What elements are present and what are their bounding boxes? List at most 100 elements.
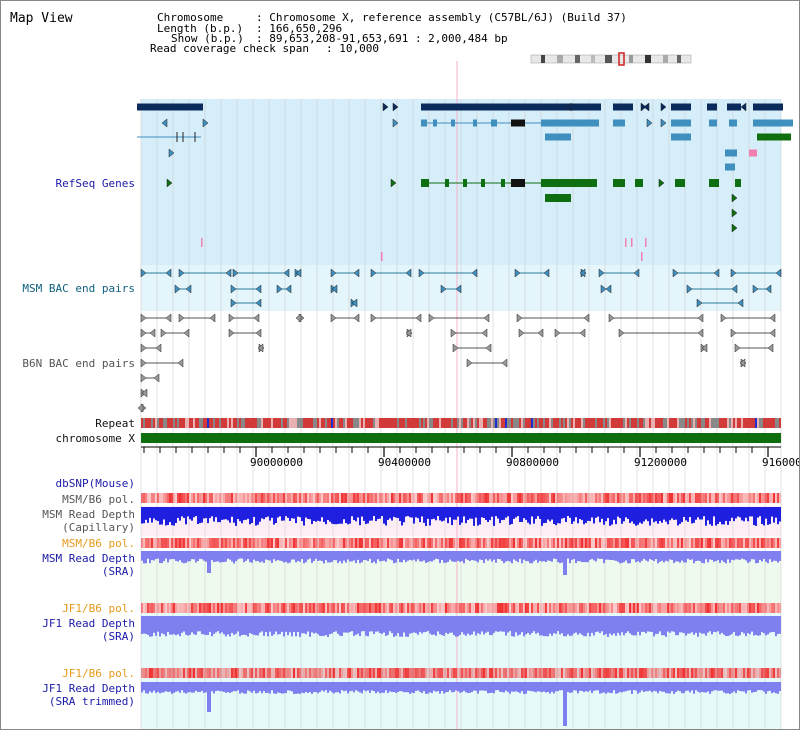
polymorphism-mark <box>679 603 681 613</box>
track-label-chromosome[interactable]: chromosome X <box>55 432 135 445</box>
track-label-jf1-pol-2[interactable]: JF1/B6 pol. <box>62 667 135 680</box>
track-label-b6n-bac[interactable]: B6N BAC end pairs <box>22 357 135 370</box>
track-label-jf1-depth-trimmed[interactable]: JF1 Read Depth (SRA trimmed) <box>42 682 135 708</box>
polymorphism-mark <box>485 538 487 548</box>
read-depth-bar <box>283 551 285 563</box>
polymorphism-mark <box>459 603 461 613</box>
read-depth-bar <box>221 507 223 520</box>
polymorphism-mark <box>263 538 265 548</box>
read-depth-bar <box>235 507 237 526</box>
polymorphism-mark <box>195 538 197 548</box>
polymorphism-mark <box>499 493 501 503</box>
polymorphism-mark <box>277 493 279 503</box>
polymorphism-mark <box>257 668 259 678</box>
polymorphism-mark <box>491 668 493 678</box>
repeat-mark <box>311 418 313 428</box>
repeat-mark <box>281 418 283 428</box>
read-depth-bar <box>475 507 477 518</box>
read-depth-bar <box>407 616 409 637</box>
read-depth-bar <box>345 616 347 633</box>
length-value: : 166,650,296 <box>256 22 343 35</box>
polymorphism-mark <box>461 668 463 678</box>
read-depth-bar <box>321 682 323 691</box>
track-label-jf1-pol[interactable]: JF1/B6 pol. <box>62 602 135 615</box>
repeat-mark <box>537 418 539 428</box>
track-label-refseq-genes[interactable]: RefSeq Genes <box>55 177 135 190</box>
read-depth-bar <box>625 616 627 634</box>
read-depth-bar <box>311 616 313 633</box>
polymorphism-mark <box>721 603 723 613</box>
strand-arrow <box>276 284 283 294</box>
read-depth-bar <box>323 682 325 692</box>
repeat-mark <box>477 418 479 428</box>
polymorphism-mark <box>763 493 765 503</box>
repeat-mark <box>225 418 227 428</box>
read-depth-bar <box>345 551 347 563</box>
repeat-mark <box>205 418 207 428</box>
repeat-mark <box>753 418 755 428</box>
polymorphism-mark <box>211 668 213 678</box>
track-label-msm-depth-sra[interactable]: MSM Read Depth (SRA) <box>42 552 135 578</box>
track-label-repeat[interactable]: Repeat <box>95 417 135 430</box>
read-depth-bar <box>435 551 437 559</box>
read-depth-bar <box>435 507 437 521</box>
read-depth-bar <box>645 616 647 634</box>
read-depth-bar <box>231 507 233 517</box>
read-depth-bar <box>707 682 709 692</box>
repeat-mark <box>495 418 497 428</box>
polymorphism-mark <box>145 493 147 503</box>
track-label-jf1-depth-sra[interactable]: JF1 Read Depth (SRA) <box>42 617 135 643</box>
read-depth-bar <box>391 616 393 634</box>
read-depth-bar <box>723 616 725 635</box>
polymorphism-mark <box>225 493 227 503</box>
polymorphism-mark <box>243 668 245 678</box>
track-label-msm-pol-2[interactable]: MSM/B6 pol. <box>62 537 135 550</box>
polymorphism-mark <box>159 493 161 503</box>
polymorphism-mark <box>269 668 271 678</box>
read-depth-bar <box>699 682 701 693</box>
read-depth-bar <box>539 507 541 519</box>
read-depth-bar <box>383 551 385 561</box>
read-depth-bar <box>467 682 469 693</box>
polymorphism-mark <box>457 603 459 613</box>
polymorphism-mark <box>635 668 637 678</box>
polymorphism-mark <box>245 538 247 548</box>
polymorphism-mark <box>289 668 291 678</box>
read-depth-bar <box>161 551 163 564</box>
read-depth-bar <box>209 682 211 712</box>
read-depth-bar <box>499 616 501 632</box>
polymorphism-mark <box>257 493 259 503</box>
polymorphism-mark <box>187 493 189 503</box>
track-label-msm-depth-capillary[interactable]: MSM Read Depth (Capillary) <box>42 508 135 534</box>
read-depth-bar <box>669 551 671 560</box>
read-depth-bar <box>237 616 239 632</box>
read-depth-bar <box>611 682 613 694</box>
read-depth-bar <box>161 682 163 693</box>
read-depth-bar <box>411 616 413 634</box>
polymorphism-mark <box>337 668 339 678</box>
track-label-dbsnp[interactable]: dbSNP(Mouse) <box>55 477 135 490</box>
polymorphism-mark <box>617 668 619 678</box>
read-depth-bar <box>187 682 189 693</box>
read-depth-bar <box>365 682 367 692</box>
strand-arrow <box>775 268 782 278</box>
track-label-msm-pol[interactable]: MSM/B6 pol. <box>62 493 135 506</box>
polymorphism-mark <box>315 538 317 548</box>
polymorphism-mark <box>655 493 657 503</box>
track-label-msm-bac[interactable]: MSM BAC end pairs <box>22 282 135 295</box>
strand-arrow <box>255 298 262 308</box>
read-depth-bar <box>355 551 357 564</box>
read-depth-bar <box>259 682 261 692</box>
repeat-mark <box>631 418 633 428</box>
polymorphism-mark <box>693 603 695 613</box>
polymorphism-mark <box>487 668 489 678</box>
polymorphism-mark <box>177 538 179 548</box>
repeat-mark <box>483 418 485 428</box>
read-depth-bar <box>159 551 161 564</box>
read-depth-bar <box>727 682 729 694</box>
read-depth-bar <box>681 551 683 561</box>
read-depth-bar <box>489 682 491 693</box>
strand-arrow <box>450 328 457 338</box>
read-depth-bar <box>217 507 219 523</box>
